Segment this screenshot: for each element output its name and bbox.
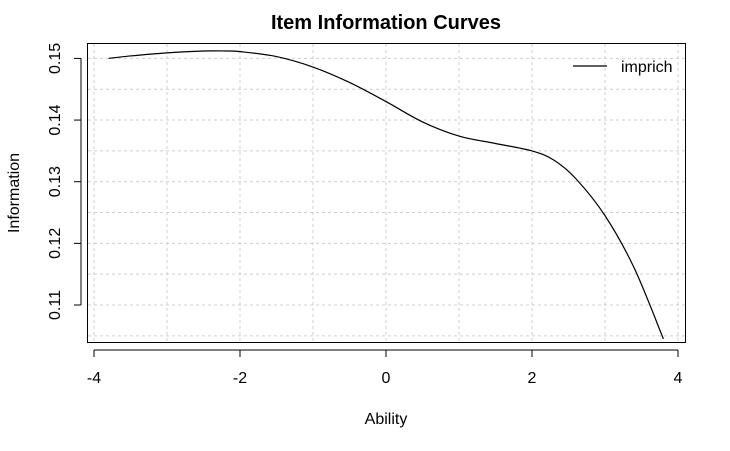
- y-tick-label: 0.11: [47, 290, 64, 320]
- legend: imprich: [573, 59, 673, 76]
- chart-title: Item Information Curves: [271, 12, 501, 34]
- y-tick-label: 0.12: [47, 228, 64, 259]
- x-axis-label: Ability: [365, 411, 408, 428]
- series-layer: [108, 50, 664, 340]
- y-axis: 0.11 0.12 0.13 0.14 0.15: [47, 43, 82, 320]
- y-tick-label: 0.14: [47, 104, 64, 135]
- y-tick-label: 0.15: [47, 43, 64, 74]
- plot-frame: [87, 43, 686, 343]
- y-axis-label: Information: [6, 153, 23, 233]
- x-tick-label: 2: [528, 370, 537, 387]
- x-tick-label: 4: [674, 370, 683, 387]
- x-tick-label: 0: [382, 370, 391, 387]
- x-axis: -4 -2 0 2 4: [87, 349, 683, 387]
- grid-lines: [88, 44, 686, 342]
- y-tick-label: 0.13: [47, 166, 64, 197]
- series-line-imprich: [108, 50, 664, 340]
- legend-label-imprich: imprich: [621, 59, 673, 76]
- x-tick-label: -4: [87, 370, 101, 387]
- x-tick-label: -2: [233, 370, 247, 387]
